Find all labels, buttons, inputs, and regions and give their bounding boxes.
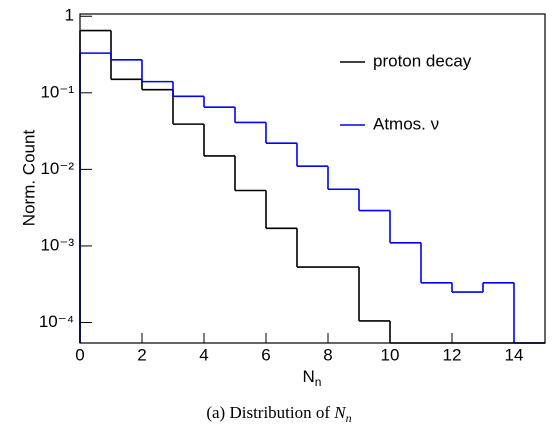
y-tick-label: 10⁻¹ [40, 82, 74, 101]
x-tick-label: 12 [443, 345, 462, 364]
y-tick-label: 10⁻² [40, 159, 74, 178]
plot-frame [79, 13, 546, 344]
x-tick-label: 14 [505, 345, 524, 364]
x-axis-title: Nn [303, 367, 322, 389]
y-tick-label: 10⁻³ [40, 235, 74, 254]
x-tick-label: 4 [199, 345, 208, 364]
caption-text: (a) Distribution of [206, 403, 330, 422]
y-axis-title: Norm. Count [19, 130, 38, 227]
y-tick-label: 1 [65, 6, 74, 25]
histogram-edges [79, 30, 391, 343]
y-tick-label: 10⁻⁴ [39, 312, 74, 331]
caption: (a) Distribution of Nn [206, 403, 351, 425]
x-tick-label: 8 [323, 345, 332, 364]
x-tick-label: 2 [137, 345, 146, 364]
x-tick-label: 6 [261, 345, 270, 364]
caption-subscript: n [346, 411, 352, 425]
caption-symbol: N [333, 403, 347, 422]
x-tick-label: 10 [381, 345, 400, 364]
x-axis-symbol: N [303, 367, 315, 386]
legend-label: Atmos. ν [373, 114, 439, 133]
legend-label: proton decay [373, 51, 472, 70]
histogram-edges [79, 53, 515, 343]
x-tick-label: 0 [75, 345, 84, 364]
x-axis-subscript: n [315, 375, 322, 389]
